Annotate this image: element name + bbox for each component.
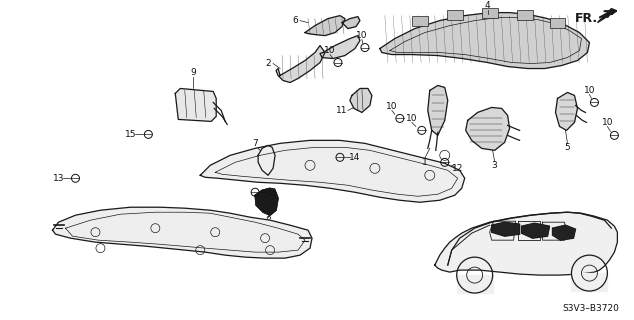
Text: 10: 10 <box>356 31 368 40</box>
Text: 10: 10 <box>386 102 398 111</box>
Text: 13: 13 <box>53 174 64 183</box>
Polygon shape <box>305 16 345 36</box>
Polygon shape <box>350 88 372 112</box>
Polygon shape <box>456 275 493 293</box>
Text: 10: 10 <box>324 46 336 55</box>
Polygon shape <box>466 108 510 150</box>
Text: 6: 6 <box>292 16 298 25</box>
Text: 7: 7 <box>252 139 258 148</box>
Text: 4: 4 <box>485 1 491 10</box>
Polygon shape <box>522 223 550 238</box>
Polygon shape <box>552 225 576 240</box>
Bar <box>550 18 566 28</box>
Polygon shape <box>258 145 275 175</box>
Bar <box>517 10 533 20</box>
Bar <box>412 16 428 26</box>
Text: S3V3–B3720: S3V3–B3720 <box>562 304 619 313</box>
Text: FR.: FR. <box>574 12 598 25</box>
Polygon shape <box>53 207 312 258</box>
Polygon shape <box>255 188 278 215</box>
Text: 10: 10 <box>584 86 595 95</box>
Polygon shape <box>342 17 360 28</box>
Polygon shape <box>491 222 520 236</box>
Polygon shape <box>175 88 216 121</box>
Text: 2: 2 <box>265 59 271 68</box>
Bar <box>482 8 498 18</box>
Text: 11: 11 <box>336 106 347 115</box>
Text: 1: 1 <box>422 158 428 167</box>
Text: 10: 10 <box>602 118 613 127</box>
Polygon shape <box>555 92 578 130</box>
Polygon shape <box>380 12 590 68</box>
Polygon shape <box>428 85 448 135</box>
Text: 9: 9 <box>190 68 196 77</box>
Polygon shape <box>320 36 360 59</box>
Polygon shape <box>571 273 607 291</box>
Text: 3: 3 <box>492 161 498 170</box>
Polygon shape <box>597 9 616 23</box>
Bar <box>447 10 463 20</box>
Polygon shape <box>200 140 465 202</box>
Text: 5: 5 <box>565 143 571 152</box>
Text: 12: 12 <box>452 164 463 173</box>
Text: 8: 8 <box>265 216 271 225</box>
Polygon shape <box>276 45 325 83</box>
Text: 15: 15 <box>125 130 136 139</box>
Text: 10: 10 <box>406 114 418 123</box>
Text: 14: 14 <box>349 153 361 162</box>
Polygon shape <box>435 212 618 275</box>
Text: 13: 13 <box>266 188 278 197</box>
